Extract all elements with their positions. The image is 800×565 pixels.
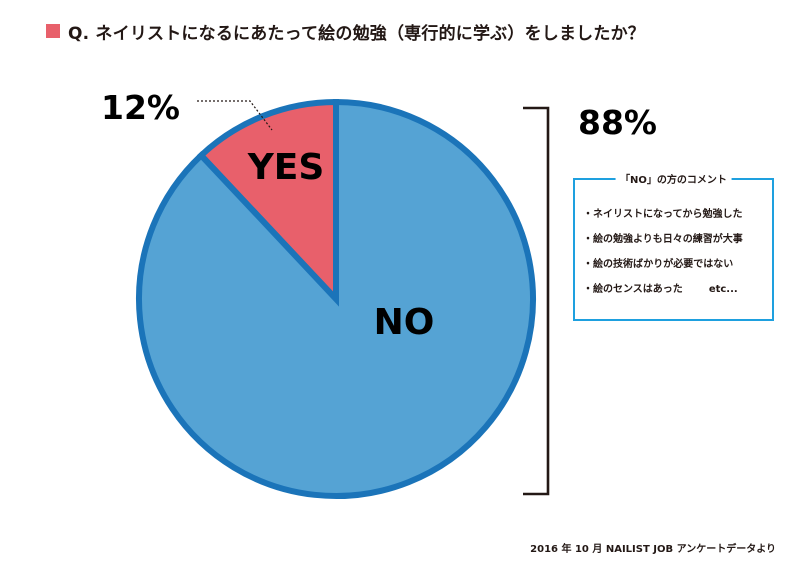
no-bracket: [523, 106, 550, 496]
comment-item: ・絵の技術ばかりが必要ではない: [583, 259, 734, 270]
comment-item: ・ネイリストになってから勉強した: [583, 209, 743, 220]
comments-list: ・ネイリストになってから勉強した ・絵の勉強よりも日々の練習が大事 ・絵の技術ば…: [583, 202, 743, 302]
title-square-icon: [46, 24, 60, 38]
no-slice-label: NO: [374, 302, 435, 343]
comment-item: ・絵の勉強よりも日々の練習が大事: [583, 234, 743, 245]
yes-slice-label: YES: [247, 147, 325, 188]
source-footnote: 2016 年 10 月 NAILIST JOB アンケートデータより: [530, 544, 776, 555]
no-comments-box: 「NO」の方のコメント ・ネイリストになってから勉強した ・絵の勉強よりも日々の…: [573, 171, 774, 321]
comment-item: ・絵のセンスはあった etc...: [583, 284, 738, 295]
yes-percentage-label: 12%: [101, 88, 180, 127]
comment-etc: etc...: [708, 284, 738, 295]
pie-slice-no: [136, 98, 536, 499]
comments-title: 「NO」の方のコメント: [615, 171, 732, 186]
no-percentage-label: 88%: [578, 103, 657, 142]
yes-leader-line: [197, 100, 273, 131]
chart-title-row: Q. ネイリストになるにあたって絵の勉強（専行的に学ぶ）をしましたか？: [46, 16, 645, 46]
chart-title: Q. ネイリストになるにあたって絵の勉強（専行的に学ぶ）をしましたか？: [68, 23, 645, 44]
pie-slice-yes: [196, 98, 339, 307]
pie-slices: [136, 98, 536, 499]
